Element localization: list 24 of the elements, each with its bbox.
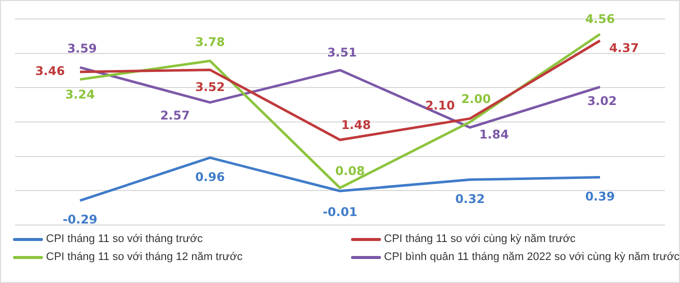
data-label: 2.10 <box>425 98 455 113</box>
data-label: 0.39 <box>585 189 615 204</box>
data-label: 3.02 <box>587 94 617 108</box>
data-label: 3.24 <box>65 88 95 102</box>
data-label: 2.57 <box>160 108 190 123</box>
data-label: 4.56 <box>585 12 615 26</box>
legend-label: CPI tháng 11 so với cùng kỳ năm trước <box>384 233 576 245</box>
data-label: -0.29 <box>62 212 98 227</box>
legend-label: CPI bình quân 11 tháng năm 2022 so với cùng kỳ năm trước <box>384 251 680 263</box>
data-label: 3.51 <box>327 45 357 60</box>
data-label: 3.59 <box>67 42 97 56</box>
data-label: 3.46 <box>35 64 65 78</box>
data-label: 2.00 <box>461 92 491 106</box>
data-label: 0.08 <box>335 164 365 178</box>
data-label: 1.84 <box>479 128 509 142</box>
data-label: 0.96 <box>195 170 225 184</box>
data-label: 4.37 <box>609 40 639 55</box>
data-label: -0.01 <box>322 205 358 220</box>
data-label: 1.48 <box>341 118 371 132</box>
data-label: 3.52 <box>195 80 225 94</box>
data-label: 3.78 <box>195 35 225 50</box>
legend-label: CPI tháng 11 so với tháng trước <box>46 233 203 245</box>
data-label: 0.32 <box>455 192 485 206</box>
legend-label: CPI tháng 11 so với tháng 12 năm trước <box>46 251 242 263</box>
